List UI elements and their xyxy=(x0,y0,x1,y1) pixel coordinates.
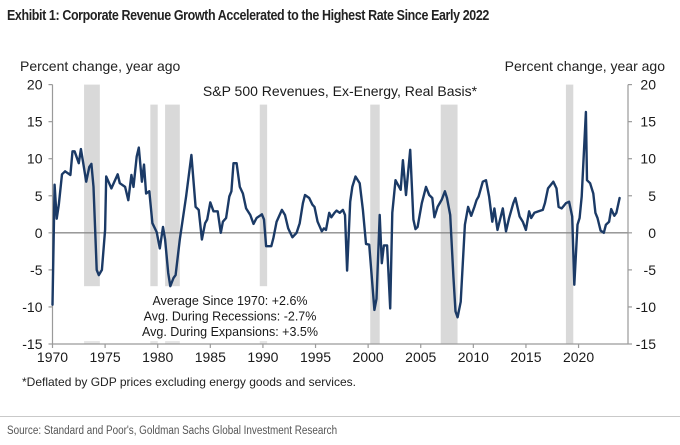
right-y-tick-label: 20 xyxy=(640,77,656,93)
left-y-tick-label: 10 xyxy=(27,151,43,167)
x-tick-label: 2020 xyxy=(563,349,594,365)
x-tick-label: 1995 xyxy=(300,349,331,365)
x-tick-label: 2010 xyxy=(458,349,489,365)
recession-baseline-marker-0 xyxy=(84,341,100,344)
x-axis: 1970 1975 1980 1985 1990 1995 2000 2005 2010 2015… xyxy=(37,343,628,365)
left-y-tick-label: 20 xyxy=(27,77,43,93)
annotation-expansions: Avg. During Expansions: +3.5% xyxy=(142,325,318,339)
source-note: Source: Standard and Poor's, Goldman Sac… xyxy=(7,425,338,437)
recession-bar-0 xyxy=(84,84,100,287)
right-y-tick-label: 5 xyxy=(648,188,656,204)
divider xyxy=(0,416,680,417)
recession-bar-6 xyxy=(565,84,574,344)
recession-shading-group xyxy=(84,84,574,344)
left-y-tick-label: -5 xyxy=(30,262,43,278)
right-y-tick-label: 0 xyxy=(648,225,656,241)
recession-baseline-markers xyxy=(84,341,268,344)
right-y-tick-label: 15 xyxy=(640,114,656,130)
right-y-tick-label: -5 xyxy=(644,262,657,278)
right-y-tick-label: -10 xyxy=(636,299,656,315)
recession-bar-3 xyxy=(259,104,268,287)
recession-bar-4 xyxy=(370,104,380,344)
recession-baseline-marker-2 xyxy=(165,341,180,344)
recession-baseline-marker-3 xyxy=(259,341,268,344)
exhibit-title: Exhibit 1: Corporate Revenue Growth Acce… xyxy=(7,8,489,24)
x-tick-label: 2005 xyxy=(405,349,436,365)
recession-bar-2 xyxy=(165,104,180,287)
right-y-axis: 20 15 10 5 0 -5 -10 -15 xyxy=(627,77,657,352)
right-y-tick-label: -15 xyxy=(636,336,656,352)
right-axis-unit-label: Percent change, year ago xyxy=(504,58,665,74)
left-y-tick-label: -15 xyxy=(22,336,42,352)
chart-title: S&P 500 Revenues, Ex-Energy, Real Basis* xyxy=(203,83,478,99)
annotation-average: Average Since 1970: +2.6% xyxy=(152,294,307,308)
footnote: *Deflated by GDP prices excluding energy… xyxy=(22,375,356,389)
left-y-tick-label: 0 xyxy=(35,225,43,241)
x-tick-label: 1975 xyxy=(90,349,121,365)
x-tick-label: 2000 xyxy=(353,349,384,365)
right-y-tick-label: 10 xyxy=(640,151,656,167)
left-axis-unit-label: Percent change, year ago xyxy=(20,58,181,74)
recession-bar-1 xyxy=(150,104,158,287)
x-tick-label: 2015 xyxy=(510,349,541,365)
left-y-tick-label: 5 xyxy=(35,188,43,204)
series-line-sp500-revenues xyxy=(51,110,621,319)
recession-baseline-marker-1 xyxy=(150,341,158,344)
x-tick-label: 1980 xyxy=(142,349,173,365)
x-tick-label: 1970 xyxy=(37,349,68,365)
left-y-tick-label: 15 xyxy=(27,114,43,130)
left-y-tick-label: -10 xyxy=(22,299,42,315)
x-tick-label: 1990 xyxy=(247,349,278,365)
left-y-axis: 20 15 10 5 0 -5 -10 -15 xyxy=(22,77,54,352)
annotation-recessions: Avg. During Recessions: -2.7% xyxy=(144,310,317,324)
x-tick-label: 1985 xyxy=(195,349,226,365)
